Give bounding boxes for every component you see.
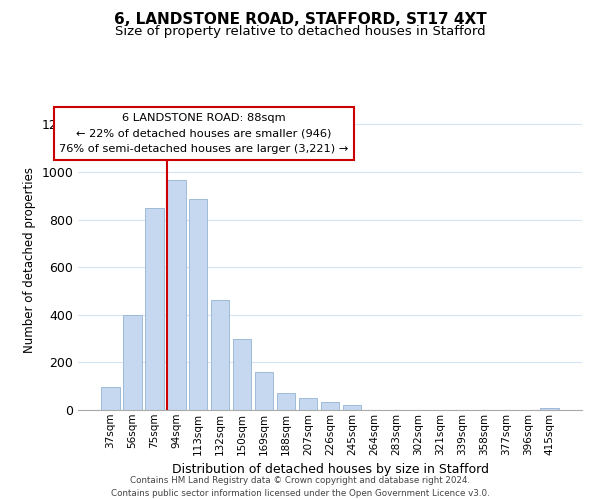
Bar	[101, 388, 119, 410]
Bar	[189, 200, 208, 410]
Text: 6 LANDSTONE ROAD: 88sqm
← 22% of detached houses are smaller (946)
76% of semi-d: 6 LANDSTONE ROAD: 88sqm ← 22% of detache…	[59, 113, 349, 154]
Text: Size of property relative to detached houses in Stafford: Size of property relative to detached ho…	[115, 25, 485, 38]
Y-axis label: Number of detached properties: Number of detached properties	[23, 167, 36, 353]
Text: Contains HM Land Registry data © Crown copyright and database right 2024.
Contai: Contains HM Land Registry data © Crown c…	[110, 476, 490, 498]
Bar	[255, 372, 274, 410]
Text: 6, LANDSTONE ROAD, STAFFORD, ST17 4XT: 6, LANDSTONE ROAD, STAFFORD, ST17 4XT	[113, 12, 487, 28]
Bar	[541, 408, 559, 410]
Bar	[211, 300, 229, 410]
Bar	[343, 405, 361, 410]
Bar	[299, 398, 317, 410]
Bar	[277, 393, 295, 410]
Bar	[233, 340, 251, 410]
X-axis label: Distribution of detached houses by size in Stafford: Distribution of detached houses by size …	[172, 463, 488, 476]
Bar	[145, 208, 164, 410]
Bar	[123, 315, 142, 410]
Bar	[320, 402, 340, 410]
Bar	[167, 180, 185, 410]
